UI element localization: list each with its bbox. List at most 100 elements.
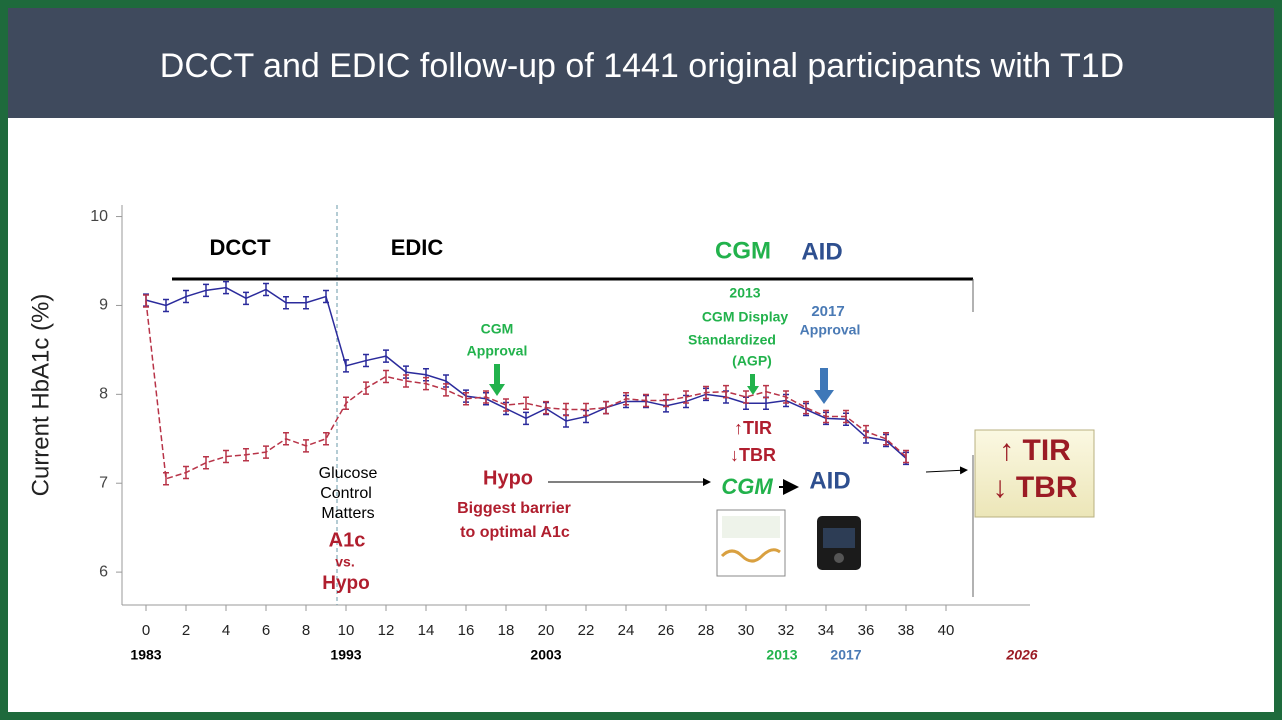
pump-icon: [834, 553, 844, 563]
green-arrow: [747, 374, 759, 395]
data-point: [163, 298, 169, 313]
data-point: [383, 369, 389, 384]
data-point: [803, 400, 809, 415]
data-point: [183, 465, 189, 480]
x-tick-label: 12: [378, 622, 395, 639]
data-point: [603, 400, 609, 415]
data-point: [903, 449, 909, 464]
data-point: [743, 390, 749, 404]
data-point: [823, 409, 829, 424]
x-tick-label: 6: [262, 622, 270, 639]
data-point: [403, 374, 409, 388]
annotation: ↓ TBR: [993, 471, 1078, 504]
annotation: Hypo: [322, 573, 370, 594]
y-tick-label: 8: [99, 386, 108, 403]
data-point: [683, 390, 689, 404]
annotation: Control: [320, 485, 372, 502]
annotation: CGM: [715, 237, 771, 264]
annotation: EDIC: [391, 235, 444, 260]
year-label: 2003: [530, 647, 561, 663]
data-point: [623, 392, 629, 406]
data-point: [783, 390, 789, 404]
data-point: [543, 400, 549, 415]
annotation: ↑ TIR: [999, 434, 1071, 467]
x-tick-label: 0: [142, 622, 150, 639]
annotation: Approval: [800, 322, 861, 338]
green-arrow: [489, 364, 505, 396]
x-tick-label: 14: [418, 622, 435, 639]
annotation: AID: [801, 238, 842, 265]
arrow: [925, 466, 968, 475]
data-point: [383, 349, 389, 363]
data-point: [323, 289, 329, 304]
annotation: vs.: [335, 554, 354, 570]
x-tick-label: 30: [738, 622, 755, 639]
y-axis-label: Current HbA1c (%): [27, 294, 54, 497]
pump-icon: [823, 528, 855, 548]
x-tick-label: 16: [458, 622, 475, 639]
data-point: [303, 296, 309, 310]
data-point: [503, 398, 509, 412]
x-tick-label: 8: [302, 622, 310, 639]
x-tick-label: 22: [578, 622, 595, 639]
data-point: [203, 283, 209, 298]
annotation: ↓TBR: [730, 445, 776, 465]
year-label: 2013: [766, 647, 797, 663]
annotation: CGM: [721, 474, 773, 499]
data-point: [523, 411, 529, 426]
annotation: 2017: [811, 303, 844, 320]
y-tick-label: 6: [99, 563, 108, 580]
annotation: AID: [809, 467, 850, 494]
annotation: Approval: [467, 343, 528, 359]
year-label: 2017: [830, 647, 861, 663]
data-point: [563, 402, 569, 417]
data-point: [843, 409, 849, 424]
data-point: [283, 296, 289, 310]
header-band: [8, 8, 1274, 118]
year-label: 1993: [330, 647, 361, 663]
data-point: [363, 381, 369, 395]
annotation: Biggest barrier: [457, 500, 571, 517]
annotation: CGM: [481, 321, 514, 337]
x-tick-label: 10: [338, 622, 355, 639]
data-point: [283, 432, 289, 446]
x-tick-label: 2: [182, 622, 190, 639]
data-point: [763, 384, 769, 399]
data-point: [723, 384, 729, 399]
agp-report-icon: [720, 548, 781, 563]
year-label: 2026: [1005, 647, 1037, 663]
annotation: A1c: [329, 529, 366, 551]
data-point: [183, 289, 189, 304]
data-point: [203, 456, 209, 470]
x-tick-label: 20: [538, 622, 555, 639]
data-point: [463, 392, 469, 406]
x-tick-label: 40: [938, 622, 955, 639]
data-point: [883, 432, 889, 446]
x-tick-label: 18: [498, 622, 515, 639]
x-tick-label: 34: [818, 622, 835, 639]
annotation: Hypo: [483, 467, 533, 489]
data-point: [443, 383, 449, 397]
data-point: [663, 393, 669, 408]
data-point: [263, 445, 269, 459]
data-point: [343, 396, 349, 410]
x-tick-label: 32: [778, 622, 795, 639]
data-point: [143, 294, 149, 308]
outcome-box: [974, 429, 1095, 518]
data-point: [343, 359, 349, 373]
data-point: [223, 449, 229, 464]
y-tick-label: 7: [99, 474, 108, 491]
blue-arrow: [814, 368, 834, 404]
data-point: [163, 472, 169, 486]
x-tick-label: 24: [618, 622, 635, 639]
annotation: to optimal A1c: [460, 524, 570, 541]
slide-title: DCCT and EDIC follow-up of 1441 original…: [160, 47, 1124, 85]
annotation: Standardized: [688, 332, 776, 348]
series-line: [145, 300, 907, 480]
data-point: [243, 448, 249, 462]
data-point: [363, 353, 369, 368]
data-point: [583, 402, 589, 417]
